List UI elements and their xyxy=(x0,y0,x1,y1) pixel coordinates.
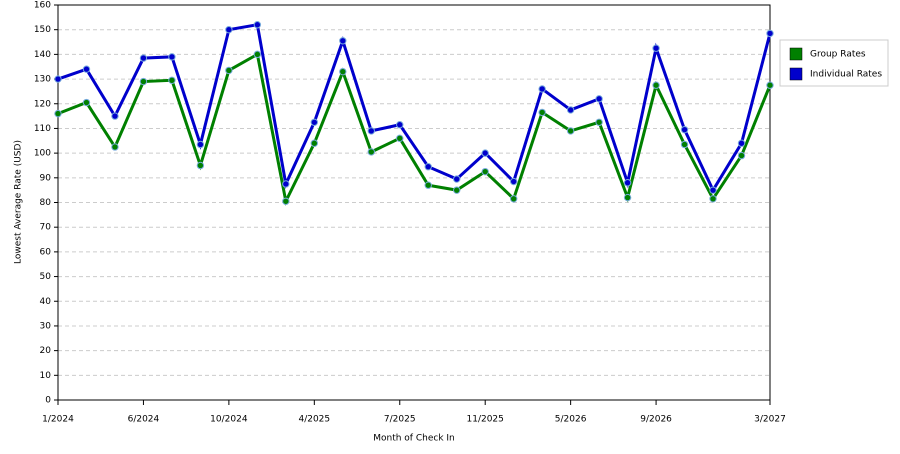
point xyxy=(509,177,518,186)
point xyxy=(424,163,432,171)
point xyxy=(82,65,91,73)
y-tick-label: 110 xyxy=(34,124,51,134)
y-tick-label: 70 xyxy=(40,223,52,233)
point xyxy=(339,67,347,76)
y-tick-label: 100 xyxy=(34,149,51,159)
point xyxy=(453,186,461,194)
x-tick-label: 11/2025 xyxy=(467,415,504,425)
point xyxy=(709,186,717,194)
point xyxy=(54,109,62,118)
point xyxy=(111,143,119,151)
y-tick-label: 150 xyxy=(34,25,51,35)
y-tick-label: 130 xyxy=(34,75,51,85)
y-axis-label: Lowest Average Rate (USD) xyxy=(14,140,24,264)
point xyxy=(54,75,62,83)
point xyxy=(139,77,148,86)
point xyxy=(766,29,774,38)
plot-frame xyxy=(57,4,771,401)
point xyxy=(538,108,546,117)
point xyxy=(396,134,404,143)
point xyxy=(196,140,205,149)
point xyxy=(566,127,575,135)
x-axis-label: Month of Check In xyxy=(373,434,455,444)
point xyxy=(709,195,717,203)
y-tick-label: 30 xyxy=(40,321,52,331)
y-tick-label: 160 xyxy=(34,1,51,11)
legend-swatch xyxy=(789,47,803,61)
point xyxy=(652,81,660,89)
point xyxy=(453,175,461,183)
point xyxy=(253,21,262,29)
point xyxy=(623,193,632,202)
point xyxy=(310,139,319,147)
x-tick-label: 1/2024 xyxy=(42,415,74,425)
point xyxy=(424,181,432,189)
x-tick-label: 7/2025 xyxy=(384,415,416,425)
x-tick-label: 10/2024 xyxy=(210,415,248,425)
point xyxy=(367,127,375,135)
y-tick-label: 80 xyxy=(40,198,52,208)
x-tick-label: 5/2026 xyxy=(555,415,587,425)
point xyxy=(481,149,489,157)
y-tick-label: 120 xyxy=(34,99,51,109)
point xyxy=(225,25,233,34)
y-tick-label: 0 xyxy=(45,396,51,406)
point xyxy=(481,167,489,176)
x-tick-label: 6/2024 xyxy=(128,415,160,425)
x-tick-label: 4/2025 xyxy=(298,415,330,425)
legend-label: Group Rates xyxy=(810,50,866,60)
point xyxy=(737,139,746,147)
y-tick-label: 10 xyxy=(40,371,52,381)
point xyxy=(538,85,546,93)
y-tick-label: 140 xyxy=(34,50,51,60)
point xyxy=(282,180,290,188)
point xyxy=(139,54,148,62)
y-tick-label: 40 xyxy=(40,297,52,307)
legend-label: Individual Rates xyxy=(810,70,882,80)
point xyxy=(766,81,774,89)
point xyxy=(737,151,746,160)
x-tick-label: 3/2027 xyxy=(754,415,786,425)
point xyxy=(253,50,262,59)
point xyxy=(623,179,632,187)
point xyxy=(339,37,347,45)
series-line xyxy=(57,23,772,194)
point xyxy=(595,95,603,103)
series-line xyxy=(57,52,772,206)
point xyxy=(367,148,375,156)
point xyxy=(168,76,176,84)
point xyxy=(111,112,119,120)
y-tick-label: 60 xyxy=(40,247,52,257)
legend-swatch xyxy=(789,67,803,81)
point xyxy=(652,44,660,52)
point xyxy=(680,140,689,149)
point xyxy=(82,98,91,107)
point xyxy=(282,197,290,205)
point xyxy=(595,118,603,126)
point xyxy=(509,195,518,203)
y-tick-label: 50 xyxy=(40,272,52,282)
point xyxy=(225,66,233,75)
point xyxy=(196,161,205,170)
point xyxy=(566,106,575,114)
y-tick-label: 90 xyxy=(40,173,52,183)
point xyxy=(168,53,176,61)
point xyxy=(396,121,404,129)
x-tick-label: 9/2026 xyxy=(640,415,672,425)
point xyxy=(680,125,689,134)
point xyxy=(310,118,319,126)
y-tick-label: 20 xyxy=(40,346,52,356)
